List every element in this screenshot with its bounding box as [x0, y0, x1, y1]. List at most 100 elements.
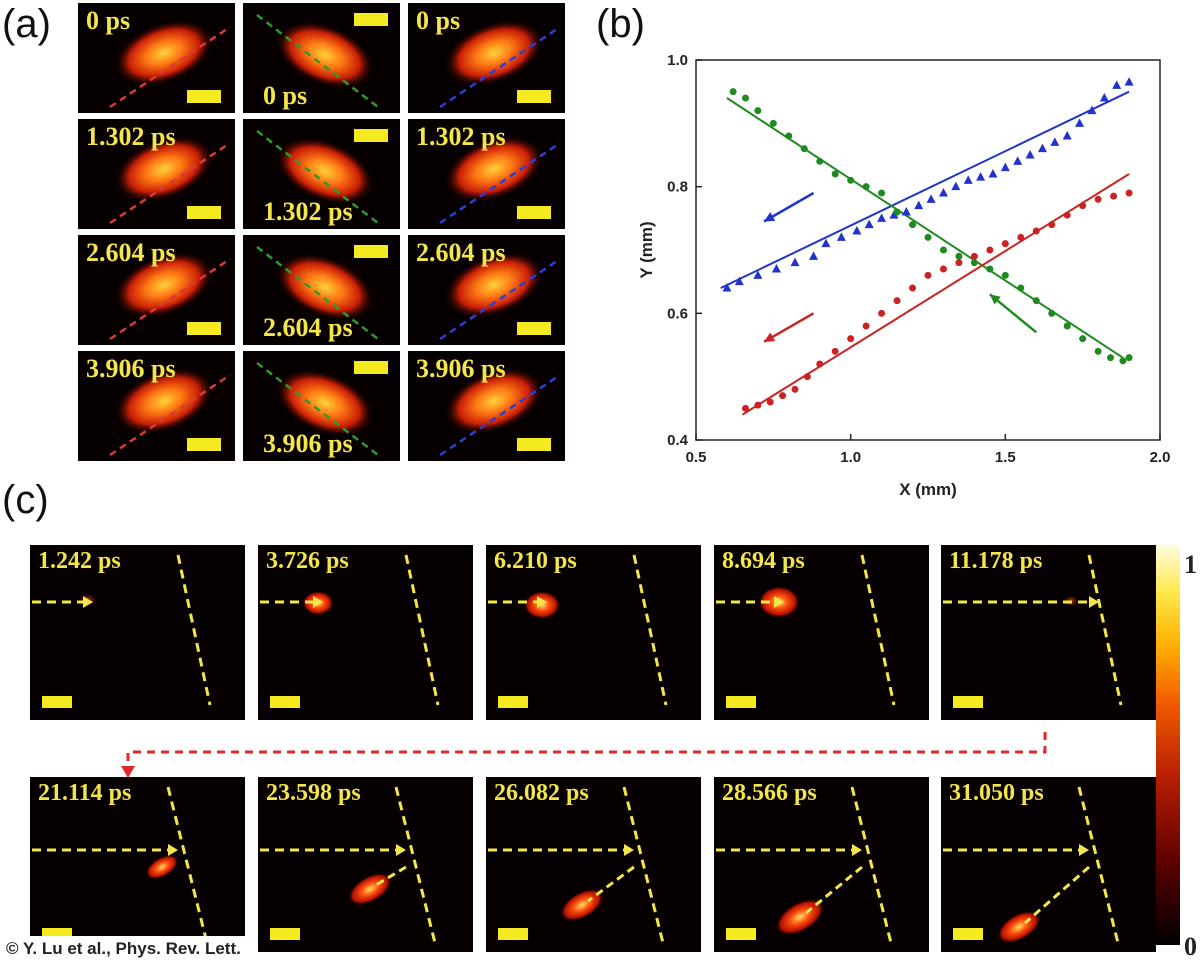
colorbar-min: 0 [1184, 932, 1197, 961]
image-credit: © Y. Lu et al., Phys. Rev. Lett. [0, 936, 247, 962]
green-data-point [986, 265, 994, 273]
trajectory-line [109, 373, 231, 457]
scale-bar [270, 696, 300, 708]
y-tick-label: 0.6 [667, 305, 688, 322]
time-label: 3.726 ps [266, 548, 349, 574]
trajectory-line [439, 373, 561, 457]
green-data-point [909, 221, 917, 229]
scale-bar [42, 696, 72, 708]
time-label: 11.178 ps [949, 548, 1043, 574]
panel-a-tile: 2.604 ps [243, 235, 400, 345]
green-data-point [1017, 284, 1025, 292]
green-data-point [1079, 335, 1087, 343]
y-tick-label: 0.8 [667, 179, 688, 196]
scale-bar [354, 245, 388, 258]
blue-data-point [1099, 93, 1109, 102]
pulse-spot [275, 21, 375, 89]
green-data-point [893, 208, 901, 216]
connector-path [126, 732, 1047, 768]
red-data-point [939, 265, 947, 273]
red-data-point [1110, 192, 1118, 200]
time-label: 6.210 ps [494, 548, 577, 574]
green-data-point [1048, 309, 1056, 317]
blue-data-point [836, 232, 846, 241]
interface-line [394, 786, 438, 948]
red-data-point [816, 360, 824, 368]
time-label: 2.604 ps [86, 238, 176, 267]
blue-data-point [1075, 118, 1085, 127]
interface-line [632, 554, 668, 706]
time-label: 2.604 ps [416, 238, 506, 267]
time-label: 3.906 ps [86, 354, 176, 383]
y-tick-label: 1.0 [667, 52, 688, 69]
time-label: 8.694 ps [722, 548, 805, 574]
blue-data-point [722, 283, 732, 292]
time-label: 2.604 ps [263, 313, 353, 342]
blue-data-point [734, 276, 744, 286]
blue-fit-line [720, 90, 1130, 289]
red-data-point [893, 297, 901, 305]
interface-line [176, 554, 212, 706]
time-label: 0 ps [86, 6, 131, 35]
interface-line [850, 786, 894, 948]
green-data-point [816, 157, 824, 165]
red-data-point [1001, 240, 1009, 248]
scale-bar [354, 129, 388, 142]
green-data-point [754, 107, 762, 115]
red-data-point [1063, 211, 1071, 219]
panel-a-tile: 1.302 ps [408, 119, 565, 229]
trajectory-line [256, 362, 379, 456]
blue-data-point [790, 257, 800, 267]
time-label: 3.906 ps [263, 429, 353, 458]
trajectory-line [109, 25, 231, 109]
trajectory-line [256, 130, 379, 224]
red-data-point [1048, 221, 1056, 229]
time-label: 31.050 ps [949, 780, 1044, 806]
red-data-point [986, 246, 994, 254]
red-data-point [862, 322, 870, 330]
panel-c-tile: 23.598 ps [258, 777, 473, 952]
red-data-point [779, 392, 787, 400]
x-tick-label: 2.0 [1150, 449, 1171, 466]
time-label: 1.242 ps [38, 548, 121, 574]
pulse-spot [275, 137, 375, 205]
green-data-point [924, 233, 932, 241]
green-data-point [1063, 322, 1071, 330]
panel-c-tile: 8.694 ps [714, 545, 929, 720]
blue-data-point [926, 194, 936, 203]
interface-line [1087, 554, 1123, 706]
green-data-point [862, 183, 870, 191]
red-data-point [766, 398, 774, 406]
red-data-point [741, 404, 749, 412]
trajectory-line [256, 14, 379, 108]
scale-bar [354, 361, 388, 374]
blue-data-point [771, 264, 781, 273]
green-data-point [800, 145, 808, 153]
green-data-point [831, 170, 839, 178]
trajectory-line [439, 141, 561, 225]
blue-data-point [809, 251, 819, 260]
panel-a-tile: 0 ps [243, 3, 400, 113]
pulse-spot [444, 367, 544, 435]
interface-line [622, 786, 666, 948]
blue-data-point [1087, 105, 1097, 115]
red-data-point [1094, 195, 1102, 203]
scale-bar [517, 206, 551, 219]
pulse-spot [114, 367, 214, 435]
blue-data-point [963, 175, 973, 184]
panel-a-tile: 3.906 ps [408, 351, 565, 461]
green-data-point [785, 132, 793, 140]
time-label: 0 ps [263, 81, 308, 110]
trajectory-line [256, 246, 379, 340]
pulse-spot [145, 854, 179, 880]
trajectory-line [109, 257, 231, 341]
panel-a-tile: 3.906 ps [78, 351, 235, 461]
trajectory-line [439, 257, 561, 341]
time-label: 0 ps [416, 6, 461, 35]
red-data-point [909, 284, 917, 292]
panel-c-tile: 11.178 ps [941, 545, 1156, 720]
panel-a-tile: 3.906 ps [243, 351, 400, 461]
red-data-point [1017, 233, 1025, 241]
red-data-point [955, 259, 963, 267]
